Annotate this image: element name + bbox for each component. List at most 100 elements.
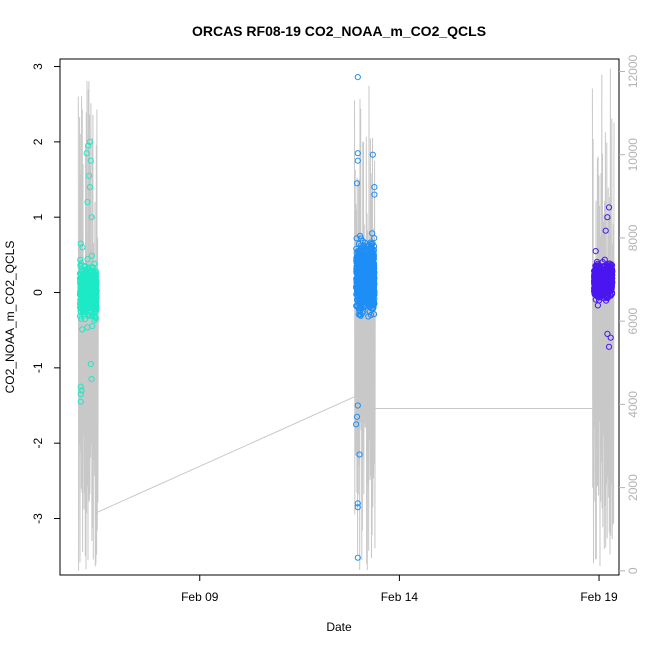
data-point [605, 343, 613, 350]
data-point [86, 184, 94, 191]
data-point [77, 391, 84, 398]
data-point [79, 326, 86, 333]
data-point [597, 276, 604, 283]
altitude-flight-3 [591, 68, 615, 567]
data-point [86, 138, 94, 145]
data-point [83, 150, 90, 157]
data-point [604, 214, 611, 221]
data-point [78, 315, 85, 322]
data-point [85, 142, 92, 149]
data-point [353, 263, 360, 270]
data-point [89, 267, 96, 274]
data-point [370, 299, 377, 306]
x-axis: Feb 09 Feb 14 Feb 19 [181, 575, 618, 604]
data-point [79, 287, 86, 294]
data-point [591, 271, 598, 278]
data-point [353, 413, 361, 420]
data-point [604, 330, 611, 337]
data-point [358, 292, 365, 299]
data-point [357, 242, 364, 249]
data-point [609, 262, 616, 269]
data-point [356, 451, 363, 458]
data-point [368, 244, 375, 251]
data-point [91, 317, 98, 324]
secondary-y-axis: 0 2000 4000 6000 8000 10000 12000 [619, 54, 640, 574]
data-point [368, 251, 375, 258]
x-tick-label: Feb 09 [181, 590, 219, 604]
data-point [79, 273, 87, 280]
y2-tick-label: 4000 [626, 391, 640, 418]
data-point [354, 297, 361, 304]
data-point [605, 204, 613, 211]
data-point [88, 252, 95, 259]
data-point [364, 283, 371, 290]
data-point [592, 290, 599, 297]
data-point [368, 248, 375, 255]
data-point [354, 74, 361, 81]
data-point [354, 157, 361, 164]
data-point [79, 244, 86, 251]
data-point [369, 240, 376, 247]
chart-title: ORCAS RF08-19 CO2_NOAA_m_CO2_QCLS [192, 23, 486, 39]
data-point [82, 263, 89, 270]
data-point [355, 298, 362, 305]
data-point [364, 279, 371, 286]
data-point [591, 278, 598, 285]
data-point [601, 289, 608, 296]
data-point [84, 294, 91, 301]
data-point [77, 308, 84, 315]
data-point [77, 398, 84, 405]
x-tick-label: Feb 14 [381, 590, 419, 604]
data-point [77, 383, 84, 390]
data-point [592, 248, 599, 255]
data-point [353, 180, 361, 187]
y2-tick-label: 2000 [626, 474, 640, 501]
data-point [369, 302, 376, 309]
data-point [81, 316, 89, 323]
data-point [93, 293, 100, 300]
data-point [598, 272, 605, 279]
data-point [354, 554, 361, 561]
y-axis: -3 -2 -1 0 1 2 3 [31, 63, 60, 524]
data-point [607, 334, 614, 341]
data-point [77, 278, 84, 285]
data-point [85, 311, 92, 318]
data-point [595, 282, 602, 289]
data-point [370, 311, 378, 318]
y2-tick-label: 10000 [626, 138, 640, 172]
data-point [594, 267, 601, 274]
data-point [363, 303, 370, 310]
data-point [357, 235, 364, 242]
data-point [77, 256, 84, 263]
data-point [90, 286, 97, 293]
data-point [365, 313, 372, 320]
data-point [356, 256, 363, 263]
data-point [354, 500, 361, 507]
y-tick-label: 1 [31, 214, 45, 221]
data-point [84, 270, 91, 277]
y2-tick-label: 8000 [626, 224, 640, 251]
data-point [86, 172, 93, 179]
altitude-flight-1 [77, 80, 99, 571]
data-point [604, 264, 611, 272]
data-point [88, 376, 95, 383]
data-point [78, 387, 85, 394]
data-point [77, 263, 84, 270]
altitude-trace [77, 68, 615, 571]
y-tick-label: 3 [31, 63, 45, 70]
data-point [81, 307, 88, 314]
y2-tick-label: 6000 [626, 307, 640, 334]
data-point [88, 214, 95, 221]
data-point [605, 286, 612, 293]
data-point [369, 230, 376, 237]
data-point [608, 280, 615, 287]
data-point [369, 270, 377, 277]
data-point [84, 324, 91, 331]
data-point [594, 293, 601, 300]
data-point [371, 184, 378, 191]
y-tick-label: -1 [31, 362, 45, 373]
data-point [91, 279, 98, 286]
data-point [77, 240, 84, 247]
data-point [602, 227, 609, 234]
data-point [354, 504, 361, 511]
